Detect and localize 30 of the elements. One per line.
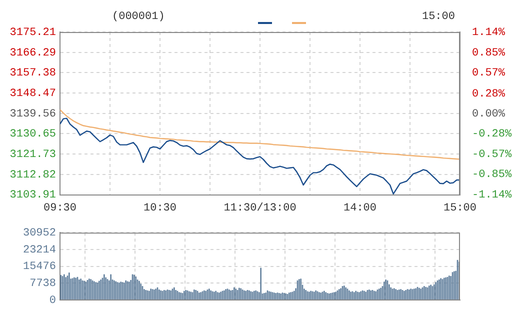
y-tick-label: 15476: [22, 261, 56, 274]
y-tick-label: 3166.29: [10, 47, 56, 60]
y-tick-label: 3148.47: [10, 88, 56, 100]
y2-tick-label: -1.14%: [472, 190, 512, 202]
y-tick-label: 3139.56: [10, 108, 56, 120]
y2-tick-label: 0.28%: [472, 88, 506, 100]
y2-tick-label: 0.85%: [472, 48, 506, 60]
text: 15:00: [422, 11, 455, 23]
y-tick-label: 3175.21: [10, 26, 56, 39]
x-tick-label: 15:00: [443, 202, 477, 214]
y-tick-label: 23214: [22, 244, 56, 256]
y2-tick-label: -0.28%: [472, 128, 512, 140]
x-tick-label: 14:00: [343, 202, 377, 214]
y-tick-label: 3157.38: [10, 68, 56, 80]
y-tick-label: 3121.73: [10, 149, 56, 162]
x-tick-label: 11:30/13:00: [224, 202, 296, 214]
y-tick-label: 3130.65: [10, 128, 56, 141]
y2-tick-label: -0.57%: [472, 149, 512, 162]
y2-tick-label: 1.14%: [472, 26, 506, 39]
y-tick-label: 7738: [30, 278, 56, 290]
x-tick-label: 10:30: [143, 202, 177, 214]
x-tick-label: 09:30: [43, 202, 77, 214]
chart-title: (000001): [112, 11, 165, 23]
y-tick-label: 30952: [22, 228, 56, 240]
y2-tick-label: 0.57%: [472, 68, 506, 80]
y2-tick-label: 0.00%: [472, 108, 506, 120]
y-tick-label: 0: [49, 294, 56, 307]
y2-tick-label: -0.85%: [472, 169, 512, 181]
y-tick-label: 3112.82: [10, 169, 56, 182]
y-tick-label: 3103.91: [10, 190, 56, 202]
